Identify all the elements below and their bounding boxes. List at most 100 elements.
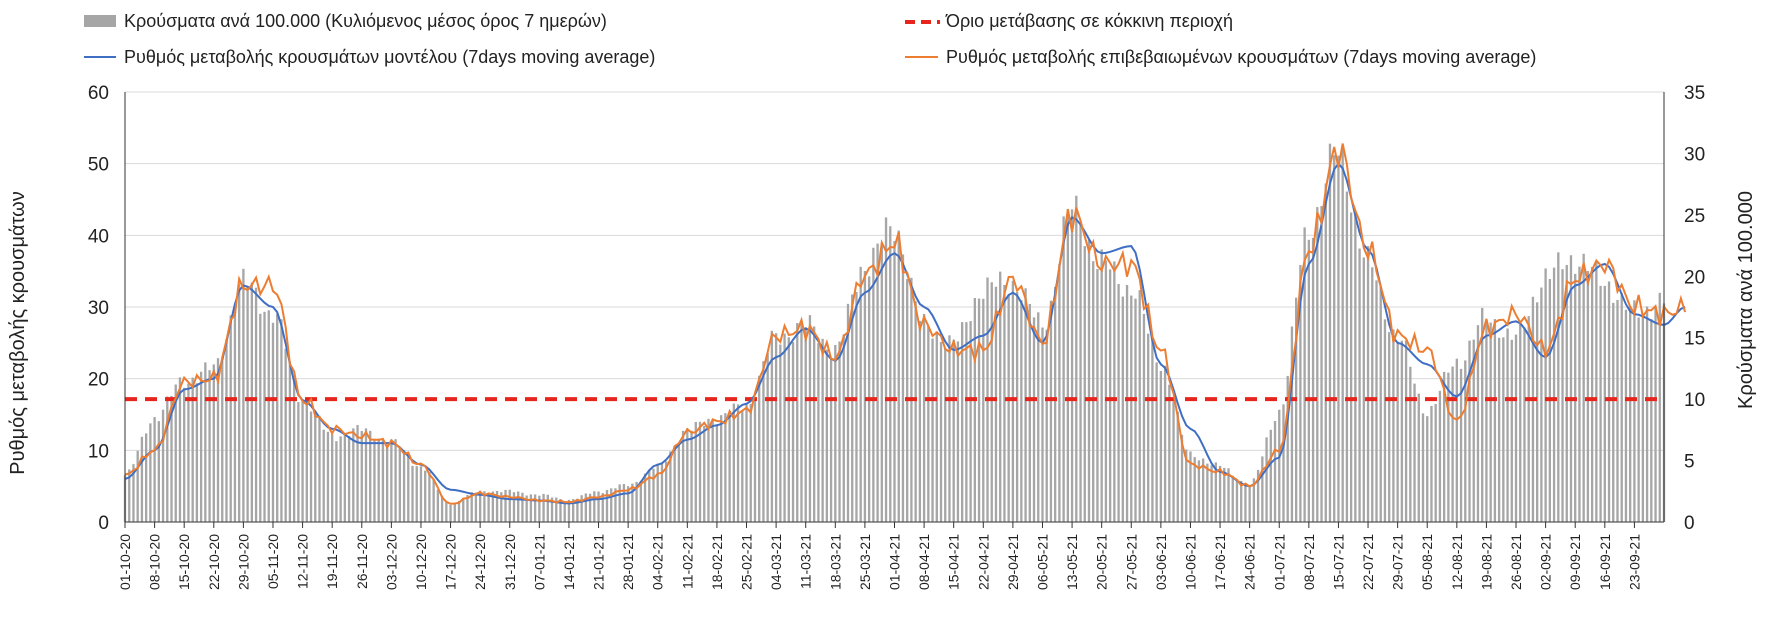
bar (711, 420, 714, 522)
bar (834, 344, 837, 522)
bar (529, 494, 533, 522)
bar (1590, 266, 1594, 522)
bar (1201, 458, 1205, 522)
bar (250, 282, 254, 522)
legend: Κρούσματα ανά 100.000 (Κυλιόμενος μέσος … (84, 11, 1536, 67)
bar (1637, 317, 1640, 522)
bar (385, 444, 389, 522)
bar (1354, 214, 1357, 522)
bar (187, 383, 190, 522)
bar (1295, 297, 1298, 522)
bar (588, 493, 592, 522)
bar (1011, 280, 1015, 522)
x-tick-label: 07-01-21 (531, 534, 547, 590)
bar (745, 404, 748, 522)
bar (1324, 183, 1327, 523)
bar (415, 466, 418, 522)
bar (796, 323, 799, 522)
bar (428, 472, 431, 522)
bar (1062, 216, 1065, 522)
bar (1307, 239, 1311, 522)
bar (779, 344, 782, 522)
x-tick-label: 22-07-21 (1360, 534, 1376, 590)
bar (1434, 404, 1437, 522)
bar (694, 421, 697, 522)
x-tick-label: 11-02-21 (679, 534, 695, 589)
bar (1273, 420, 1277, 522)
bar (855, 291, 858, 522)
bar (872, 247, 875, 522)
bar (1079, 224, 1082, 522)
bar (880, 243, 883, 522)
bar (1337, 155, 1340, 523)
x-tick-label: 02-09-21 (1538, 534, 1554, 590)
bar (1265, 437, 1268, 522)
bar (770, 330, 774, 522)
bar (356, 425, 359, 522)
bar (1087, 239, 1091, 522)
bar (1180, 434, 1184, 522)
bar (301, 401, 304, 522)
bar (1455, 358, 1458, 522)
x-tick-label: 04-03-21 (768, 534, 784, 590)
bar (1049, 300, 1053, 522)
bar (1147, 333, 1150, 522)
bar (707, 418, 710, 522)
bar (965, 322, 968, 522)
bar (1459, 368, 1463, 522)
bar (1645, 306, 1649, 522)
bar (939, 342, 943, 522)
bar (931, 338, 934, 522)
x-tick-label: 03-12-20 (383, 534, 399, 590)
bar (758, 375, 761, 522)
bar (559, 499, 562, 522)
bar (1413, 383, 1416, 522)
bar (1176, 411, 1179, 522)
bar (500, 492, 503, 522)
x-tick-label: 15-04-21 (946, 534, 962, 590)
bar (690, 430, 693, 522)
bar (1328, 143, 1332, 522)
bar (1658, 292, 1661, 522)
bar (622, 483, 626, 522)
bar (935, 331, 938, 522)
bar (1599, 285, 1602, 522)
bar (631, 483, 634, 522)
bar (1003, 284, 1006, 522)
bar (1168, 384, 1171, 522)
y-axis-left-title: Ρυθμός μεταβολής κρουσμάτων (7, 191, 29, 475)
bar (1117, 283, 1120, 522)
bar (1430, 405, 1433, 522)
bar (614, 488, 617, 522)
x-tick-label: 10-06-21 (1182, 534, 1198, 590)
bar (1540, 287, 1543, 522)
x-tick-label: 10-12-20 (413, 534, 429, 590)
bar (1121, 296, 1124, 522)
x-tick-label: 26-11-20 (354, 534, 370, 589)
legend-label-threshold: Όριο μετάβασης σε κόκκινη περιοχή (945, 11, 1233, 31)
x-tick-label: 01-04-21 (887, 534, 903, 590)
bar (161, 409, 165, 522)
x-tick-label: 08-07-21 (1301, 534, 1317, 590)
bar (276, 313, 279, 522)
bar (1159, 370, 1163, 522)
x-tick-label: 23-09-21 (1626, 534, 1642, 590)
bar (1024, 288, 1027, 522)
bar (1531, 296, 1535, 522)
bar (1481, 307, 1484, 522)
bar (1349, 212, 1353, 522)
bar (1151, 339, 1154, 522)
x-tick-label: 27-05-21 (1123, 534, 1139, 590)
bar (863, 270, 867, 522)
bar (656, 463, 659, 522)
bar (889, 226, 892, 523)
bar (1421, 413, 1425, 522)
bar (652, 468, 655, 522)
x-tick-label: 25-03-21 (857, 534, 873, 590)
bar (1240, 480, 1243, 522)
bar (766, 353, 769, 522)
bar (487, 493, 490, 522)
bar (170, 395, 173, 522)
x-tick-label: 09-09-21 (1567, 534, 1583, 590)
bar (1197, 460, 1201, 522)
